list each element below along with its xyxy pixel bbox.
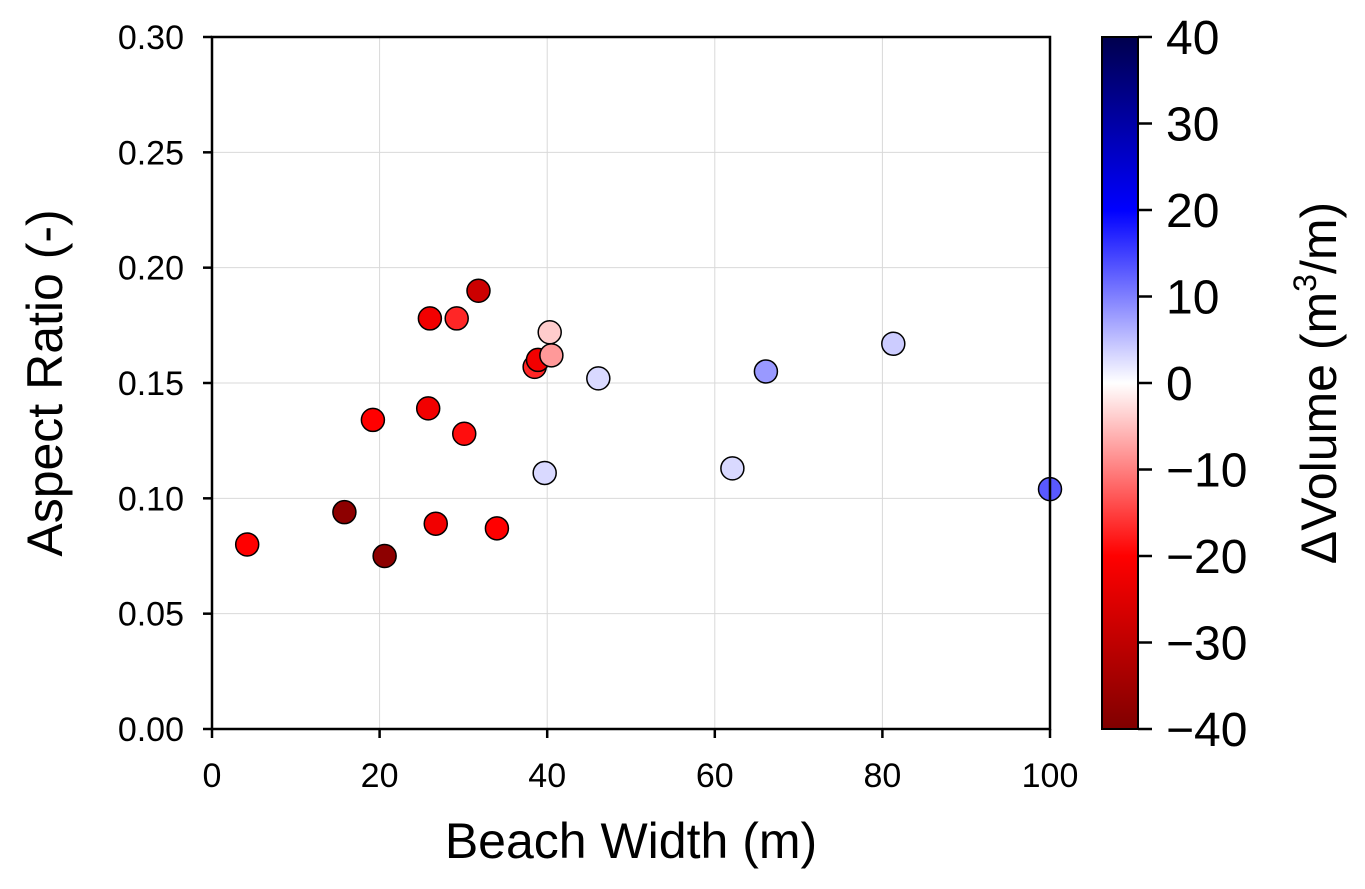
data-point (234, 532, 260, 557)
data-point (451, 421, 477, 446)
x-tick-label: 40 (528, 757, 566, 795)
x-tick-label: 0 (203, 757, 222, 795)
data-point (372, 543, 397, 569)
data-point (466, 278, 491, 303)
y-tick-label: 0.15 (118, 365, 184, 403)
colorbar-tick-label: 10 (1166, 272, 1219, 325)
data-point (423, 511, 448, 536)
y-axis-title: Aspect Ratio (-) (17, 209, 73, 556)
colorbar-label: ΔVolume (m3/m) (1287, 202, 1347, 564)
colorbar-label-prefix: ΔVolume (m (1291, 292, 1347, 564)
y-tick-label: 0.30 (118, 19, 184, 57)
data-point (586, 366, 611, 391)
grid-lines (211, 36, 1051, 730)
data-point (720, 456, 745, 481)
colorbar-tick-label: 30 (1166, 99, 1219, 152)
x-axis-title: Beach Width (m) (445, 813, 817, 869)
colorbar-tick-label: 20 (1166, 185, 1219, 238)
data-point (360, 407, 386, 433)
x-tick-label: 80 (863, 757, 901, 795)
y-tick-label: 0.05 (118, 596, 184, 634)
colorbar-tick-label: −40 (1166, 704, 1247, 757)
colorbar-tick-label: 0 (1166, 358, 1193, 411)
data-point (332, 499, 357, 525)
colorbar (1101, 36, 1139, 730)
data-point (444, 306, 469, 331)
colorbar-label-suffix: /m) (1291, 202, 1347, 274)
data-point (539, 343, 564, 368)
y-axis-ticks: 0.00 0.05 0.10 0.15 0.20 0.25 0.30 (118, 19, 212, 749)
x-tick-label: 60 (696, 757, 734, 795)
data-point (881, 331, 906, 357)
scatter-points (234, 278, 1063, 569)
x-tick-label: 100 (1022, 757, 1079, 795)
y-tick-label: 0.10 (118, 480, 184, 518)
data-point (753, 359, 779, 384)
x-tick-label: 20 (361, 757, 399, 795)
y-tick-label: 0.00 (118, 711, 184, 749)
colorbar-tick-label: −20 (1166, 531, 1247, 584)
colorbar-tick-label: −30 (1166, 618, 1247, 671)
colorbar-tick-label: −10 (1166, 445, 1247, 498)
colorbar-tick-label: 40 (1166, 12, 1219, 65)
y-tick-label: 0.20 (118, 250, 184, 288)
data-point (484, 516, 510, 541)
colorbar-ticks: −40 −30 −20 −10 0 10 20 30 40 (1138, 12, 1247, 757)
data-point (532, 460, 557, 486)
colorbar-label-superscript: 3 (1287, 274, 1323, 292)
x-axis-ticks: 0 20 40 60 80 100 (203, 729, 1079, 795)
y-tick-label: 0.25 (118, 134, 184, 172)
data-point (537, 320, 562, 345)
data-point (417, 306, 443, 331)
data-point (415, 396, 441, 421)
